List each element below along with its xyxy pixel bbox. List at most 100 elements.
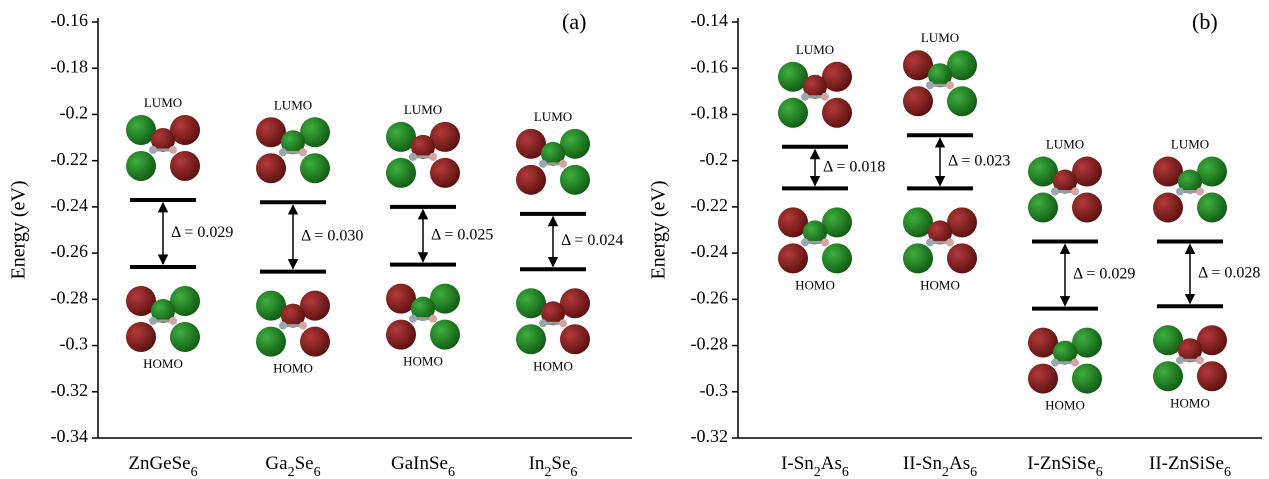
y-tick-label: -0.2 [60,103,89,123]
atom [1196,356,1204,364]
gap-label: Δ = 0.029 [1073,266,1135,283]
atom [1176,188,1184,196]
atom [279,148,287,156]
gap-label: Δ = 0.018 [823,158,885,175]
level-label: HOMO [795,277,835,292]
atom [299,148,307,156]
orbital-lobe [256,327,286,357]
atom [279,322,287,330]
y-tick-label: -0.3 [700,380,729,400]
y-axis-title: Energy (eV) [648,180,670,279]
gap-label: Δ = 0.029 [171,224,233,241]
orbital-lobe [256,153,286,183]
atom [409,153,417,161]
orbital-lobe [1072,364,1102,394]
x-tick-label: I-ZnSiSe6 [1027,453,1103,479]
atom [926,81,934,89]
x-tick-label: GaInSe6 [391,453,455,479]
orbital-lobe [126,151,156,181]
y-tick-label: -0.24 [691,241,729,261]
y-tick-label: -0.22 [51,149,89,169]
atom [1071,188,1079,196]
orbital-lobe [778,243,808,273]
level-label: LUMO [144,95,182,110]
orbital-lobe [170,151,200,181]
y-tick-label: -0.18 [691,103,729,123]
level-label: HOMO [403,354,443,369]
orbital-lobe [947,243,977,273]
y-tick-label: -0.2 [700,149,729,169]
orbital-lobe [300,327,330,357]
y-tick-label: -0.28 [691,334,729,354]
atom [946,238,954,246]
atom [821,238,829,246]
orbital-lobe [822,243,852,273]
orbital-lobe [1153,361,1183,391]
atom [801,93,809,101]
atom [1176,356,1184,364]
gap-label: Δ = 0.025 [431,226,493,243]
level-label: LUMO [534,109,572,124]
orbital-lobe [947,86,977,116]
atom [299,322,307,330]
level-label: LUMO [921,30,959,45]
atom [409,315,417,323]
y-tick-label: -0.32 [51,380,89,400]
level-label: HOMO [143,356,183,371]
orbital-lobe [1072,193,1102,223]
orbital-lobe [516,324,546,354]
orbital-lobe [1028,193,1058,223]
x-tick-label: II-Sn2As6 [903,453,977,479]
y-axis-title: Energy (eV) [8,180,30,279]
orbital-lobe [1028,364,1058,394]
level-label: HOMO [533,358,573,373]
orbital-lobe [1197,193,1227,223]
level-label: LUMO [1171,137,1209,152]
panel-label: (a) [562,9,586,34]
orbital-lobe [300,153,330,183]
atom [801,238,809,246]
orbital-lobe [386,320,416,350]
orbital-lobe [778,98,808,128]
level-label: HOMO [920,277,960,292]
x-tick-label: ZnGeSe6 [128,453,197,479]
gap-label: Δ = 0.030 [301,228,363,245]
orbital-lobe [430,320,460,350]
chart: Energy (eV)(a)-0.34-0.32-0.3-0.28-0.26-0… [0,0,1269,479]
y-tick-label: -0.22 [691,195,729,215]
level-label: LUMO [1046,137,1084,152]
orbital-lobe [560,324,590,354]
level-label: LUMO [274,97,312,112]
atom [1196,188,1204,196]
orbital-lobe [1197,361,1227,391]
level-label: HOMO [1170,395,1210,410]
orbital-lobe [126,322,156,352]
y-tick-label: -0.16 [51,10,89,30]
y-tick-label: -0.16 [691,56,729,76]
level-label: HOMO [1045,398,1085,413]
atom [559,160,567,168]
atom [559,319,567,327]
atom [1071,359,1079,367]
gap-label: Δ = 0.024 [561,232,623,249]
gap-label: Δ = 0.028 [1198,265,1260,282]
y-tick-label: -0.32 [691,426,729,446]
atom [926,238,934,246]
y-tick-label: -0.26 [51,241,89,261]
y-tick-label: -0.18 [51,56,89,76]
orbital-lobe [170,322,200,352]
orbital-lobe [1153,193,1183,223]
orbital-lobe [822,98,852,128]
atom [946,81,954,89]
atom [429,315,437,323]
orbital-lobe [903,86,933,116]
y-tick-label: -0.26 [691,287,729,307]
atom [429,153,437,161]
y-tick-label: -0.3 [60,334,89,354]
atom [149,317,157,325]
atom [539,160,547,168]
atom [1051,188,1059,196]
atom [821,93,829,101]
orbital-lobe [386,158,416,188]
orbital-lobe [430,158,460,188]
